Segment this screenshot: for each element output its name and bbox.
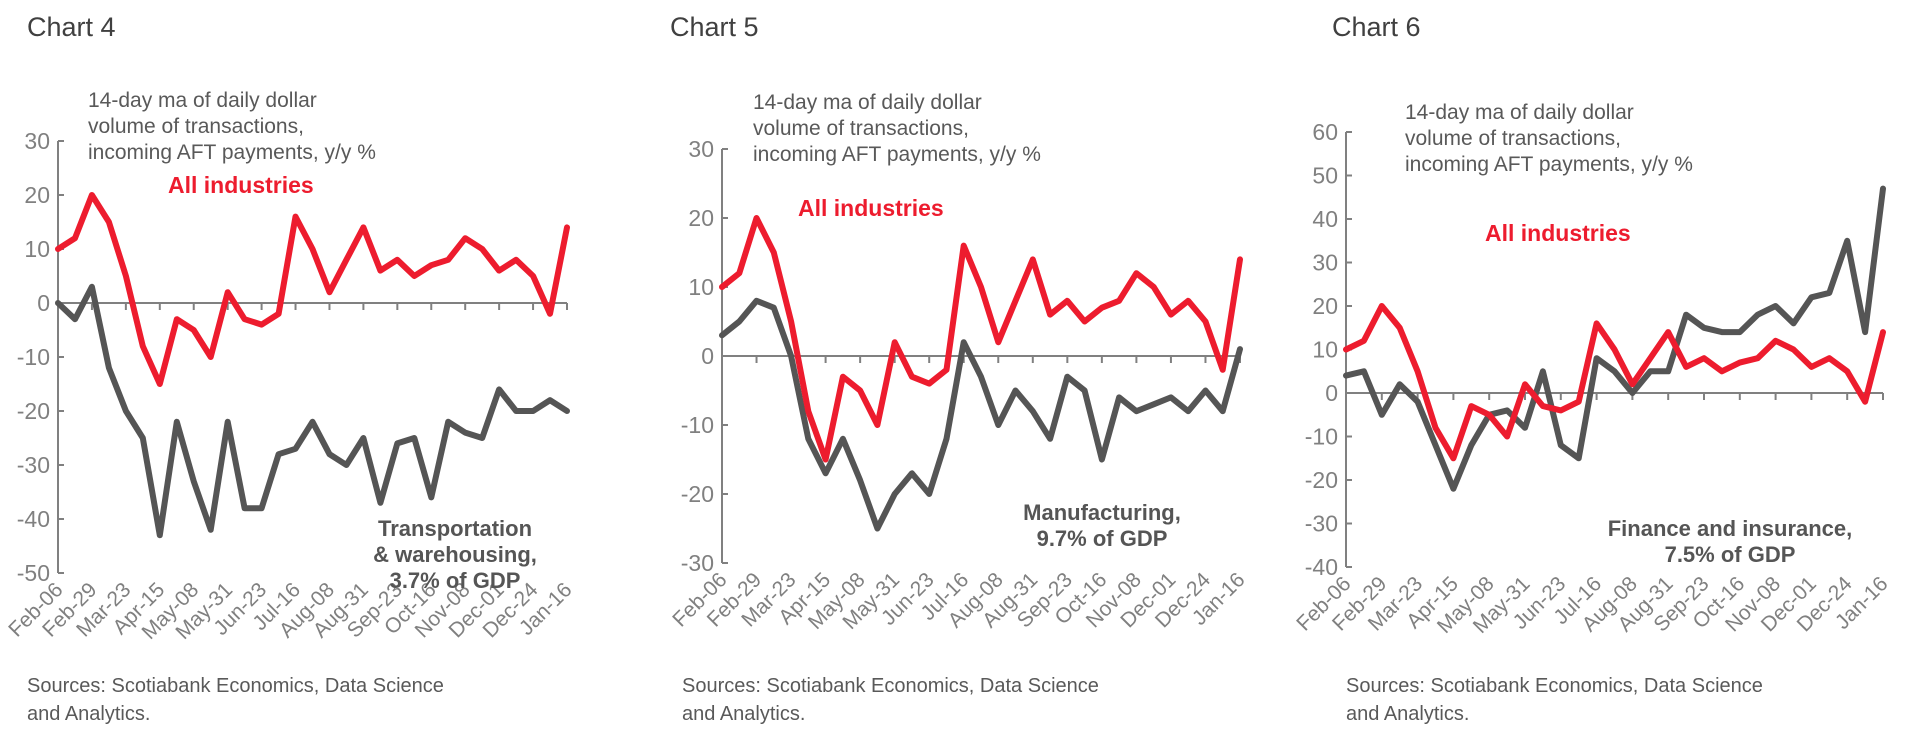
sector-line bbox=[55, 283, 570, 539]
y-tick-label: -30 bbox=[17, 452, 50, 478]
y-tick-label: -30 bbox=[681, 550, 714, 576]
all-industries-label: All industries bbox=[1485, 220, 1631, 246]
sector-label: Finance and insurance, 7.5% of GDP bbox=[1608, 516, 1853, 568]
y-tick-label: -30 bbox=[1305, 511, 1338, 537]
y-tick-label: 60 bbox=[1312, 119, 1338, 145]
source-line: and Analytics. bbox=[682, 703, 806, 725]
sector-label-line: Finance and insurance, bbox=[1607, 516, 1853, 541]
source-line: Sources: Scotiabank Economics, Data Scie… bbox=[1346, 675, 1763, 697]
sector-label-line: Transportation bbox=[377, 516, 533, 541]
y-tick-label: -10 bbox=[681, 412, 714, 438]
sector-line bbox=[1343, 185, 1886, 492]
source-line: Sources: Scotiabank Economics, Data Scie… bbox=[682, 675, 1099, 697]
sector-label: Transportation & warehousing, 3.7% of GDP bbox=[373, 516, 537, 594]
all-industries-label: All industries bbox=[168, 172, 314, 198]
y-tick-label: -20 bbox=[1305, 467, 1338, 493]
y-tick-label: -10 bbox=[1305, 424, 1338, 450]
y-tick-label: -40 bbox=[1305, 554, 1338, 580]
sector-label-line: & warehousing, bbox=[373, 542, 537, 567]
all-industries-line bbox=[1343, 303, 1886, 462]
chart-title: Chart 4 bbox=[27, 12, 116, 42]
all-industries-line bbox=[55, 192, 570, 387]
source-line: Sources: Scotiabank Economics, Data Scie… bbox=[27, 675, 444, 697]
y-tick-label: 20 bbox=[24, 182, 50, 208]
source-line: and Analytics. bbox=[27, 703, 151, 725]
all-industries-label: All industries bbox=[798, 195, 944, 221]
chart-title: Chart 6 bbox=[1332, 12, 1421, 42]
sector-label-line: 7.5% of GDP bbox=[1664, 542, 1796, 567]
sector-label-line: 9.7% of GDP bbox=[1036, 526, 1168, 551]
y-tick-label: -40 bbox=[17, 506, 50, 532]
y-tick-label: -20 bbox=[17, 398, 50, 424]
y-axis-label: 14-day ma of daily dollar volume of tran… bbox=[88, 89, 376, 164]
y-axis-label: 14-day ma of daily dollar volume of tran… bbox=[1405, 101, 1693, 176]
y-tick-label: -50 bbox=[17, 560, 50, 586]
y-tick-label: 10 bbox=[1312, 337, 1338, 363]
source-note: Sources: Scotiabank Economics, Data Scie… bbox=[27, 672, 444, 728]
chart-title: Chart 5 bbox=[670, 12, 759, 42]
source-note: Sources: Scotiabank Economics, Data Scie… bbox=[682, 672, 1099, 728]
y-axis-label: 14-day ma of daily dollar volume of tran… bbox=[753, 91, 1041, 166]
y-tick-label: 30 bbox=[24, 128, 50, 154]
y-tick-label: 10 bbox=[24, 236, 50, 262]
sector-line bbox=[719, 297, 1243, 532]
y-tick-label: 40 bbox=[1312, 206, 1338, 232]
y-tick-label: 0 bbox=[37, 290, 50, 316]
y-tick-label: 30 bbox=[1312, 250, 1338, 276]
all-industries-line bbox=[719, 215, 1243, 463]
y-tick-label: 20 bbox=[688, 205, 714, 231]
y-tick-label: 0 bbox=[1325, 380, 1338, 406]
sector-label: Manufacturing, 9.7% of GDP bbox=[1023, 500, 1181, 552]
y-tick-label: -20 bbox=[681, 481, 714, 507]
sector-label-line: 3.7% of GDP bbox=[389, 568, 521, 593]
y-tick-label: 30 bbox=[688, 136, 714, 162]
y-tick-label: 0 bbox=[701, 343, 714, 369]
y-tick-label: 10 bbox=[688, 274, 714, 300]
source-line: and Analytics. bbox=[1346, 703, 1470, 725]
y-tick-label: -10 bbox=[17, 344, 50, 370]
sector-label-line: Manufacturing, bbox=[1023, 500, 1181, 525]
y-tick-label: 50 bbox=[1312, 163, 1338, 189]
source-note: Sources: Scotiabank Economics, Data Scie… bbox=[1346, 672, 1763, 728]
y-tick-label: 20 bbox=[1312, 293, 1338, 319]
